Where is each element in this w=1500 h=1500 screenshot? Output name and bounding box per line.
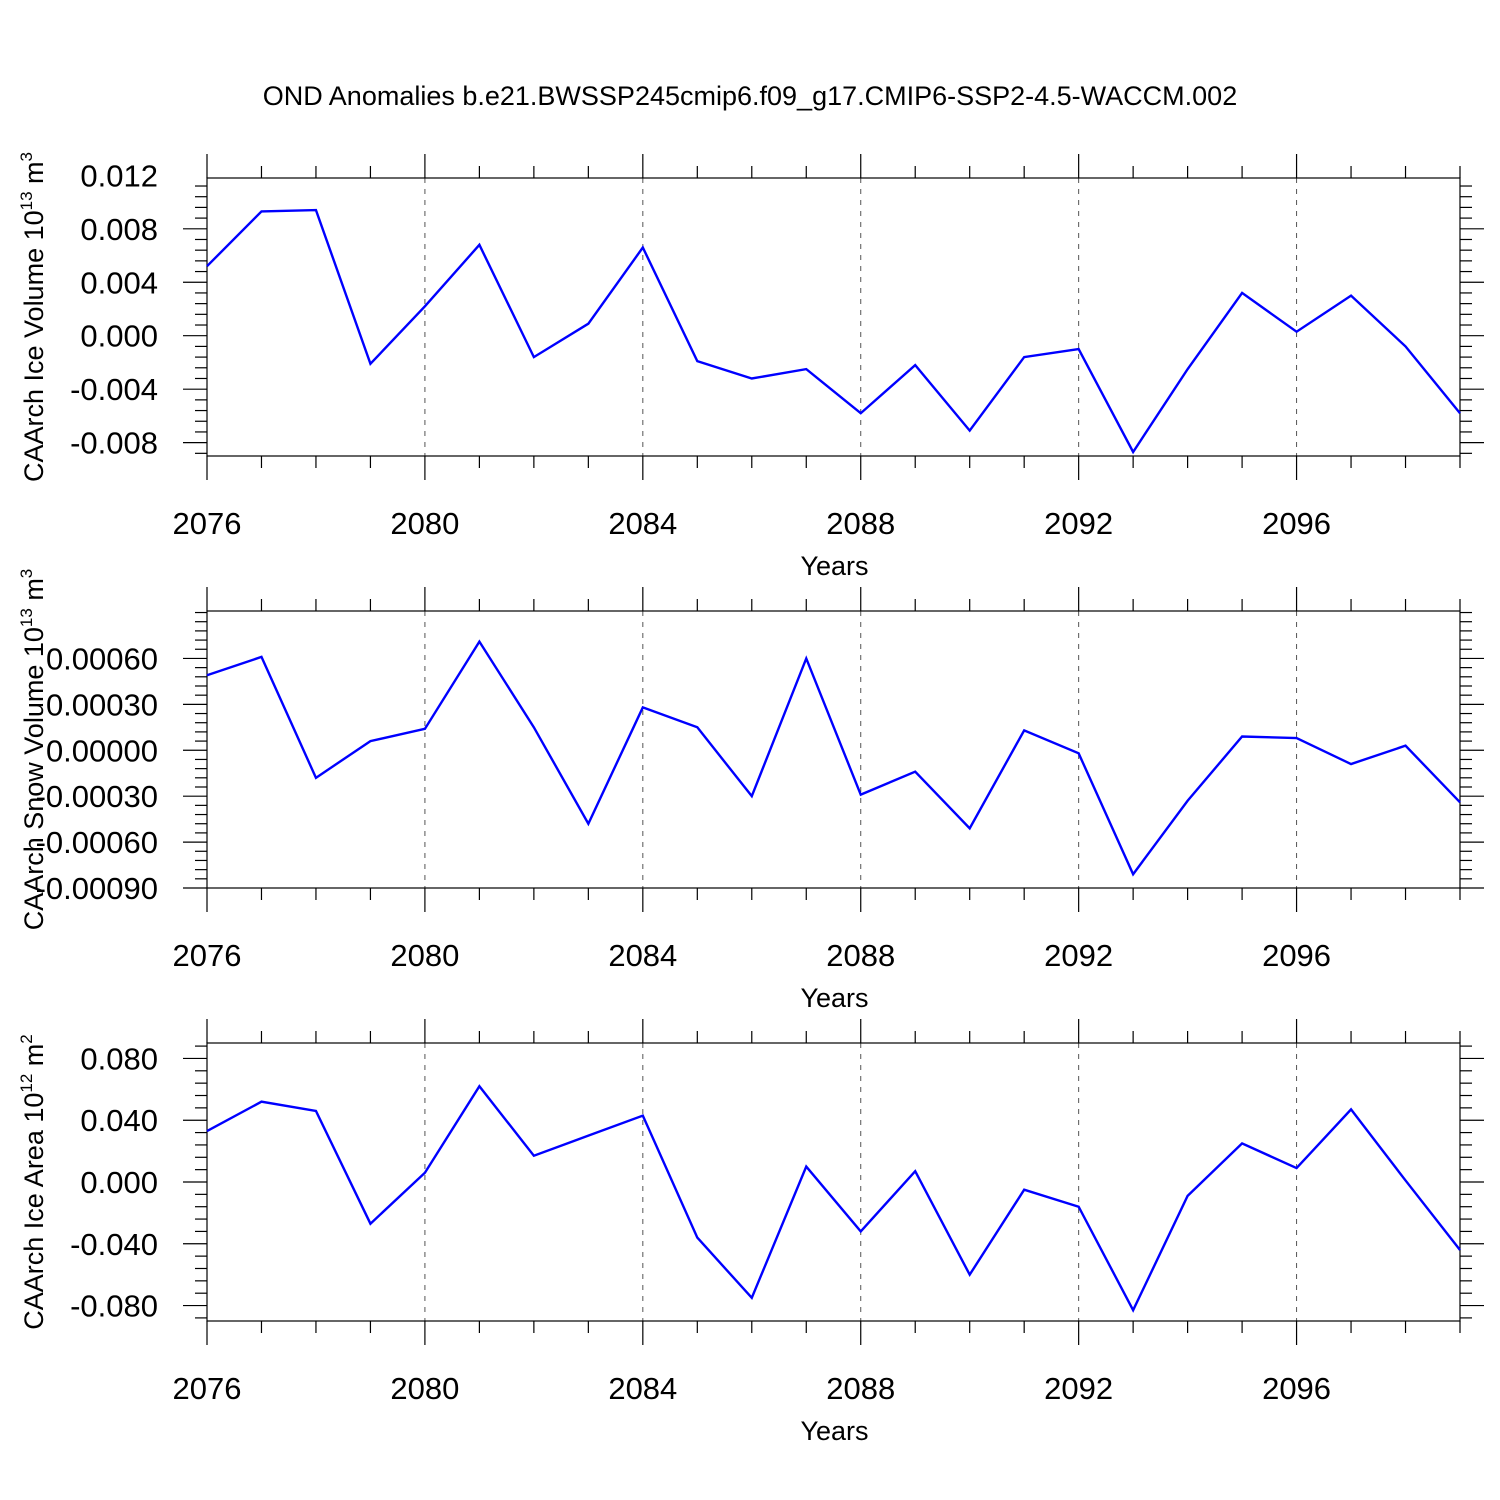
x-tick-label: 2080 <box>390 506 459 541</box>
y-axis-label-text: CAArch Ice Area 10 <box>19 1093 49 1330</box>
y-tick-label: -0.004 <box>70 372 158 407</box>
y-axis-label: CAArch Ice Area 1012 m2 <box>17 1034 49 1330</box>
x-tick-label: 2084 <box>608 1371 677 1406</box>
x-tick-label: 2084 <box>608 938 677 973</box>
figure-title: OND Anomalies b.e21.BWSSP245cmip6.f09_g1… <box>263 81 1237 111</box>
y-tick-label: 0.040 <box>80 1103 158 1138</box>
x-tick-label: 2096 <box>1262 506 1331 541</box>
x-tick-label: 2080 <box>390 1371 459 1406</box>
x-tick-label: 2076 <box>173 1371 242 1406</box>
x-tick-label: 2080 <box>390 938 459 973</box>
y-axis-label: CAArch Snow Volume 1013 m3 <box>17 569 49 931</box>
series-line <box>206 639 1461 877</box>
y-tick-label: 0.00030 <box>46 687 158 722</box>
y-axis-label-superscript: 13 <box>17 191 36 210</box>
series-line <box>206 208 1461 455</box>
x-tick-label: 2076 <box>173 938 242 973</box>
y-axis-label-superscript: 12 <box>17 1074 36 1093</box>
x-axis-label: Years <box>800 983 868 1013</box>
y-tick-label: -0.080 <box>70 1289 158 1324</box>
x-tick-label: 2088 <box>826 938 895 973</box>
x-tick-label: 2096 <box>1262 938 1331 973</box>
x-tick-label: 2088 <box>826 506 895 541</box>
y-axis-label: CAArch Ice Volume 1013 m3 <box>17 152 49 482</box>
x-axis-label: Years <box>800 1416 868 1446</box>
chart-panel-1: -0.008 -0.004 0.000 0.004 0.008 0.012 2076 2080… <box>17 152 1484 581</box>
y-axis-label-text: CAArch Snow Volume 10 <box>19 627 49 930</box>
y-tick-label: -0.00030 <box>36 779 158 814</box>
x-tick-label: 2092 <box>1044 938 1113 973</box>
x-tick-label: 2088 <box>826 1371 895 1406</box>
y-axis-label-superscript: 13 <box>17 608 36 627</box>
y-tick-label: 0.00000 <box>46 733 158 768</box>
plot-frame <box>206 610 1461 889</box>
y-tick-label: -0.040 <box>70 1227 158 1262</box>
y-tick-label: 0.080 <box>80 1041 158 1076</box>
y-axis-label-text: m <box>19 578 49 608</box>
y-tick-label: -0.00090 <box>36 871 158 906</box>
x-tick-label: 2092 <box>1044 1371 1113 1406</box>
x-tick-label: 2084 <box>608 506 677 541</box>
y-tick-label: 0.000 <box>80 1165 158 1200</box>
y-axis-label-text: m <box>19 1044 49 1074</box>
series-line <box>206 1084 1461 1313</box>
y-tick-label: -0.00060 <box>36 825 158 860</box>
y-axis-label-text: m <box>19 161 49 191</box>
x-axis-label: Years <box>800 551 868 581</box>
y-axis-label-superscript: 2 <box>17 1034 36 1043</box>
y-tick-label: 0.008 <box>80 212 158 247</box>
y-tick-label: 0.000 <box>80 319 158 354</box>
y-tick-label: 0.00060 <box>46 641 158 676</box>
y-axis-label-superscript: 3 <box>17 569 36 578</box>
y-tick-label: 0.004 <box>80 265 158 300</box>
panels: -0.008 -0.004 0.000 0.004 0.008 0.012 2076 2080… <box>17 152 1484 1446</box>
plot-frame <box>206 1042 1461 1322</box>
x-tick-label: 2076 <box>173 506 242 541</box>
chart-panel-3: -0.080 -0.040 0.000 0.040 0.080 2076 2080 2084 2… <box>17 1019 1484 1446</box>
x-tick-label: 2092 <box>1044 506 1113 541</box>
y-tick-label: 0.012 <box>80 158 158 193</box>
y-axis-label-text: CAArch Ice Volume 10 <box>19 210 49 482</box>
chart-panel-2: -0.00090 -0.00060 -0.00030 0.00000 0.00030 0.… <box>17 569 1484 1013</box>
plot-frame <box>206 177 1461 457</box>
x-tick-label: 2096 <box>1262 1371 1331 1406</box>
y-tick-label: -0.008 <box>70 426 158 461</box>
y-axis-label-superscript: 3 <box>17 152 36 161</box>
